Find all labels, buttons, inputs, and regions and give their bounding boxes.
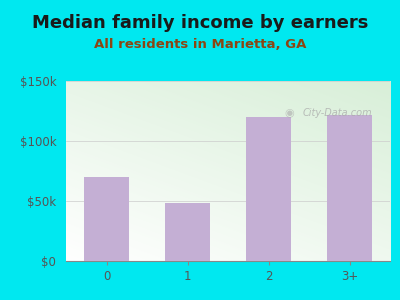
Text: City-Data.com: City-Data.com xyxy=(302,108,372,118)
Bar xyxy=(84,177,129,261)
Text: Median family income by earners: Median family income by earners xyxy=(32,14,368,32)
Text: All residents in Marietta, GA: All residents in Marietta, GA xyxy=(94,38,306,50)
Bar xyxy=(246,117,291,261)
Text: ◉: ◉ xyxy=(285,108,294,118)
Bar xyxy=(165,203,210,261)
Bar xyxy=(327,115,372,261)
